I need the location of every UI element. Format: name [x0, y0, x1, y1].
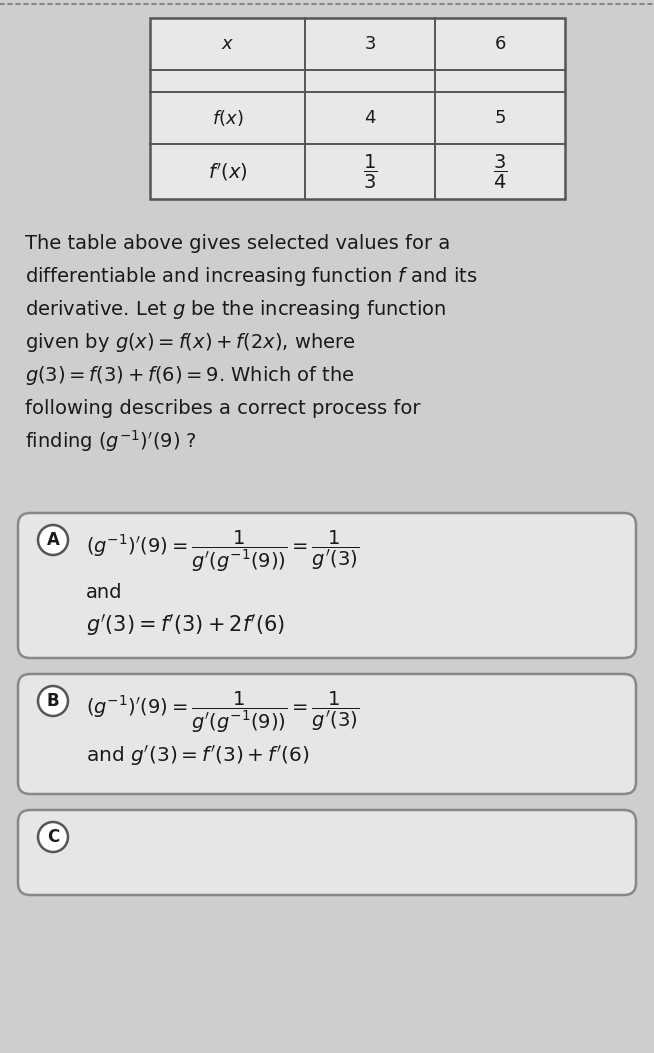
Circle shape	[38, 822, 68, 852]
Text: $f'(x)$: $f'(x)$	[207, 160, 247, 182]
Text: $\dfrac{1}{3}$: $\dfrac{1}{3}$	[363, 153, 377, 191]
Text: following describes a correct process for: following describes a correct process fo…	[25, 399, 421, 418]
Text: $\dfrac{3}{4}$: $\dfrac{3}{4}$	[493, 153, 508, 191]
Text: $g'(3) = f'(3) + 2f'(6)$: $g'(3) = f'(3) + 2f'(6)$	[86, 612, 285, 638]
Text: $f(x)$: $f(x)$	[212, 108, 243, 128]
Text: and: and	[86, 583, 122, 602]
Text: 4: 4	[364, 110, 376, 127]
Text: B: B	[46, 692, 60, 710]
Text: 3: 3	[364, 35, 376, 53]
Text: given by $g(x) = f(x) + f(2x)$, where: given by $g(x) = f(x) + f(2x)$, where	[25, 331, 355, 354]
Text: $(g^{-1})'(9) = \dfrac{1}{g'(g^{-1}(9))} = \dfrac{1}{g'(3)}$: $(g^{-1})'(9) = \dfrac{1}{g'(g^{-1}(9))}…	[86, 690, 359, 735]
Text: finding $(g^{-1})'(9)$ ?: finding $(g^{-1})'(9)$ ?	[25, 429, 197, 455]
Text: $g(3) = f(3) + f(6) = 9$. Which of the: $g(3) = f(3) + f(6) = 9$. Which of the	[25, 364, 355, 388]
Text: A: A	[46, 531, 60, 549]
FancyBboxPatch shape	[18, 513, 636, 658]
Text: 6: 6	[494, 35, 506, 53]
FancyBboxPatch shape	[18, 674, 636, 794]
FancyBboxPatch shape	[18, 810, 636, 895]
Text: derivative. Let $g$ be the increasing function: derivative. Let $g$ be the increasing fu…	[25, 298, 446, 321]
Text: $(g^{-1})'(9) = \dfrac{1}{g'(g^{-1}(9))} = \dfrac{1}{g'(3)}$: $(g^{-1})'(9) = \dfrac{1}{g'(g^{-1}(9))}…	[86, 529, 359, 574]
Circle shape	[38, 525, 68, 555]
Text: and $g'(3) = f'(3) + f'(6)$: and $g'(3) = f'(3) + f'(6)$	[86, 744, 309, 768]
Bar	[150, 18, 565, 199]
Text: $x$: $x$	[221, 35, 234, 53]
Circle shape	[38, 686, 68, 716]
Text: C: C	[47, 828, 59, 846]
Text: 5: 5	[494, 110, 506, 127]
Text: The table above gives selected values for a: The table above gives selected values fo…	[25, 234, 450, 253]
Text: differentiable and increasing function $f$ and its: differentiable and increasing function $…	[25, 265, 478, 289]
